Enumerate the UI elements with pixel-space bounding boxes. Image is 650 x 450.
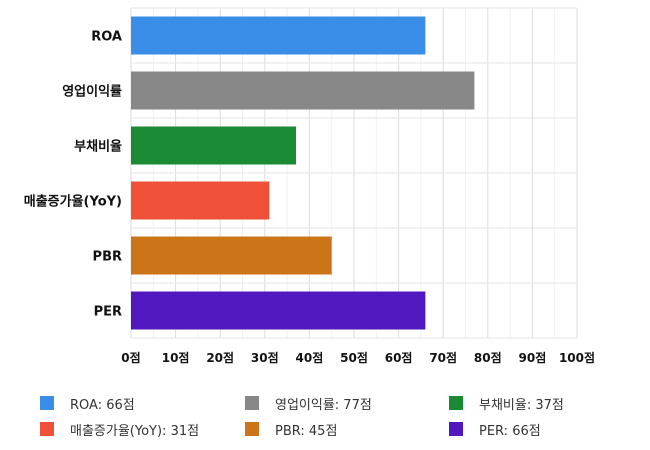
x-tick-label: 90점 xyxy=(519,350,547,365)
legend-swatch xyxy=(449,396,463,410)
category-label: 매출증가율(YoY) xyxy=(24,194,122,210)
bar-3 xyxy=(131,126,297,165)
legend-label: 부채비율: 37점 xyxy=(479,397,564,413)
x-tick-label: 20점 xyxy=(206,350,234,365)
category-label: 영업이익률 xyxy=(62,84,122,100)
category-label: ROA xyxy=(91,30,122,45)
category-label: PER xyxy=(94,305,122,320)
legend-swatch xyxy=(245,396,259,410)
legend-item: PBR: 45점 xyxy=(245,419,337,439)
legend-label: PBR: 45점 xyxy=(275,423,338,439)
bar-5 xyxy=(131,236,332,275)
legend-item: 부채비율: 37점 xyxy=(449,393,564,413)
bar-2 xyxy=(131,71,475,110)
legend-label: ROA: 66점 xyxy=(70,397,135,413)
x-tick-label: 10점 xyxy=(162,350,190,365)
legend-item: ROA: 66점 xyxy=(40,393,135,413)
bar-6 xyxy=(131,291,426,330)
legend-swatch xyxy=(245,422,259,436)
bar-4 xyxy=(131,181,270,220)
legend-label: PER: 66점 xyxy=(479,423,541,439)
x-tick-label: 30점 xyxy=(251,350,279,365)
category-label: PBR xyxy=(93,250,122,265)
x-tick-label: 40점 xyxy=(296,350,324,365)
category-label: 부채비율 xyxy=(74,139,122,155)
legend-item: 영업이익률: 77점 xyxy=(245,393,372,413)
legend-swatch xyxy=(40,396,54,410)
x-tick-label: 0점 xyxy=(121,350,140,365)
x-tick-label: 100점 xyxy=(559,350,595,365)
legend-swatch xyxy=(40,422,54,436)
legend-item: PER: 66점 xyxy=(449,419,541,439)
x-tick-label: 70점 xyxy=(429,350,457,365)
legend-label: 영업이익률: 77점 xyxy=(275,397,372,413)
legend-swatch xyxy=(449,422,463,436)
legend-item: 매출증가율(YoY): 31점 xyxy=(40,419,199,439)
x-tick-label: 80점 xyxy=(474,350,502,365)
legend-label: 매출증가율(YoY): 31점 xyxy=(70,423,200,439)
x-tick-label: 60점 xyxy=(385,350,413,365)
bar-1 xyxy=(131,16,426,55)
x-tick-label: 50점 xyxy=(340,350,368,365)
